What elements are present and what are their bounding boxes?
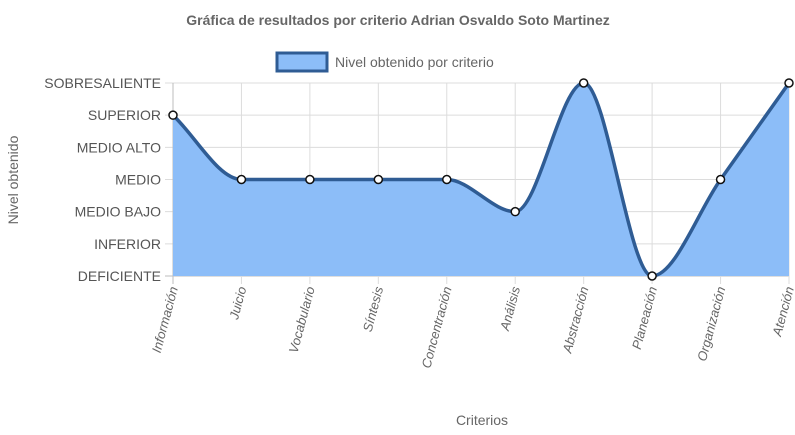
x-tick-label: Concentración [418, 285, 454, 370]
data-point-juicio[interactable] [236, 174, 247, 185]
series-fill [173, 83, 789, 276]
y-tick-label: MEDIO [115, 172, 161, 188]
y-axis-label: Nivel obtenido [5, 135, 21, 224]
data-point-atención[interactable] [784, 78, 794, 88]
x-tick-label: Síntesis [360, 284, 387, 333]
data-point-síntesis[interactable] [373, 174, 384, 185]
x-tick-label: Análisis [497, 284, 523, 333]
x-tick-label: Información [149, 285, 181, 354]
data-point-abstracción[interactable] [578, 78, 589, 88]
y-tick-label: DEFICIENTE [78, 268, 161, 284]
y-tick-label: SOBRESALIENTE [44, 75, 161, 91]
x-tick-label: Abstracción [559, 285, 591, 355]
legend-swatch [275, 51, 329, 73]
x-tick-label: Juicio [226, 285, 249, 322]
data-point-planeación[interactable] [647, 271, 657, 281]
y-tick-label: INFERIOR [94, 236, 161, 252]
x-tick-label: Planeación [629, 285, 660, 351]
data-point-vocabulario[interactable] [305, 174, 315, 185]
y-axis-ticks: DEFICIENTE INFERIOR MEDIO BAJO MEDIO MEDIO A… [44, 75, 161, 284]
x-tick-label: Atención [769, 285, 795, 339]
chart-title: Gráfica de resultados por criterio Adria… [186, 12, 609, 28]
data-points [168, 78, 794, 281]
x-tick-label: Vocabulario [286, 285, 318, 355]
x-axis-ticks: Información Juicio Vocabulario Síntesis Conc… [149, 284, 795, 369]
data-point-análisis[interactable] [510, 206, 520, 217]
x-axis-label: Criterios [456, 412, 508, 428]
legend[interactable]: Nivel obtenido por criterio [275, 51, 494, 73]
data-point-concentración[interactable] [442, 174, 452, 185]
data-point-organización[interactable] [715, 174, 726, 185]
y-tick-label: MEDIO BAJO [75, 204, 161, 220]
x-tick-label: Organización [694, 285, 728, 363]
y-tick-label: SUPERIOR [88, 107, 161, 123]
data-point-información[interactable] [168, 110, 178, 120]
legend-label: Nivel obtenido por criterio [335, 54, 494, 70]
y-tick-label: MEDIO ALTO [77, 139, 161, 155]
